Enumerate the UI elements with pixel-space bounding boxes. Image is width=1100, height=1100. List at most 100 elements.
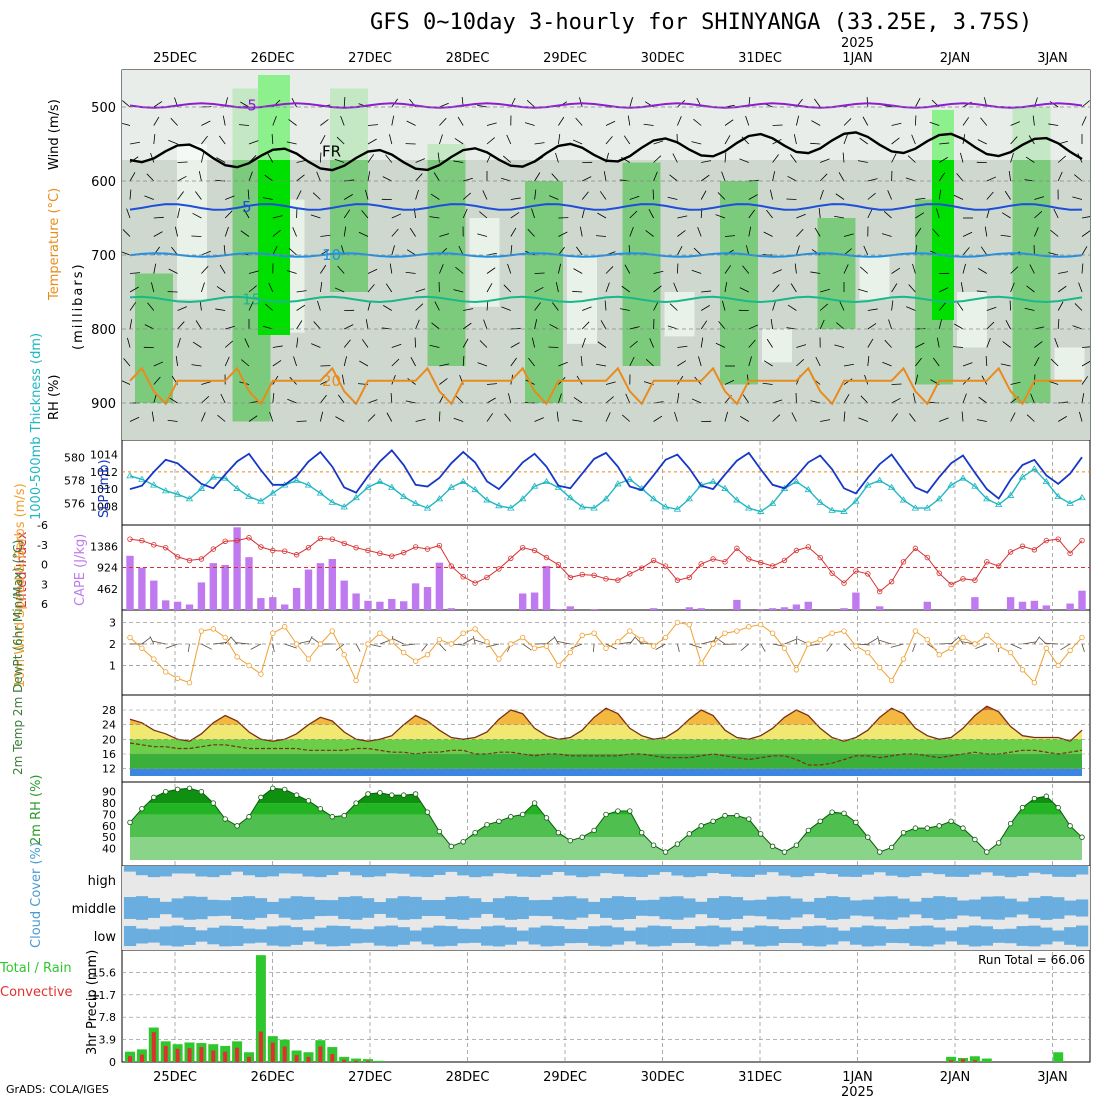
- wind-barb: [272, 245, 278, 256]
- wind-barb: [1032, 115, 1035, 126]
- lifted-index-point: [127, 536, 133, 542]
- wind-barb: [248, 415, 258, 422]
- cloud-cell: [528, 900, 541, 916]
- rh-point: [282, 786, 288, 793]
- run-total-label: Run Total = 66.06: [978, 953, 1085, 967]
- cloud-cell: [243, 896, 256, 920]
- wind-barb: [153, 134, 156, 145]
- cloud-cell: [707, 925, 720, 947]
- wind-barb-10m: [617, 641, 632, 645]
- wind-barb: [177, 306, 187, 311]
- lifted-index-point: [924, 554, 930, 561]
- cloud-cell: [290, 866, 303, 874]
- cloud-cell: [409, 896, 422, 920]
- wind-barb: [405, 271, 416, 274]
- cloud-cell: [290, 896, 303, 920]
- wind-speed-point: [282, 624, 288, 630]
- bottom-date-label: 30DEC: [641, 1070, 685, 1085]
- wind-barb-10m: [939, 643, 954, 645]
- wind-barb: [129, 319, 133, 330]
- cloud-cell: [588, 926, 601, 946]
- wind-barb: [216, 286, 226, 293]
- wind-barb: [1057, 285, 1067, 293]
- wind-barb: [168, 268, 178, 274]
- wind-barb: [225, 195, 235, 200]
- thickness-point: [614, 480, 622, 487]
- wind-barb: [810, 142, 821, 145]
- wind-barb: [1048, 252, 1059, 256]
- wind-speed-point: [865, 649, 871, 656]
- cloud-cell: [683, 898, 696, 918]
- wind-barb: [653, 155, 662, 163]
- wind-barb: [842, 152, 845, 163]
- chart-title: GFS 0~10day 3-hourly for SHINYANGA (33.2…: [370, 10, 1033, 35]
- wind-barb: [745, 115, 750, 126]
- wind-barb: [549, 323, 559, 330]
- wind-barb: [677, 215, 688, 219]
- cloud-cell: [421, 927, 434, 945]
- bottom-date-label: 3JAN: [1037, 1070, 1068, 1085]
- cloud-cell: [159, 866, 172, 877]
- wind-barb-10m: [473, 635, 476, 645]
- wind-barb: [391, 213, 402, 219]
- wind-speed-point: [793, 667, 800, 673]
- wind-speed-point: [198, 628, 205, 634]
- wind-barb: [144, 324, 154, 330]
- wind-barb: [1074, 174, 1083, 182]
- lifted-index-line: [129, 537, 1083, 593]
- wind-barb: [391, 228, 399, 237]
- wind-barb: [763, 231, 773, 237]
- wind-barb: [867, 192, 876, 200]
- wind-speed-point: [996, 643, 1002, 649]
- wind-barb: [334, 158, 345, 163]
- thickness-point: [745, 504, 753, 511]
- wind-barb: [385, 283, 393, 293]
- wind-barb: [653, 270, 664, 274]
- wind-barb: [310, 214, 321, 219]
- wind-barb: [643, 123, 654, 126]
- wind-barb: [724, 119, 734, 126]
- wind-barb: [984, 226, 988, 237]
- rh-point: [341, 812, 347, 819]
- cloud-cell: [814, 897, 827, 919]
- lifted-index-point: [829, 570, 835, 576]
- wind-barb: [534, 302, 541, 311]
- wind-barb: [296, 159, 307, 163]
- wind-barb: [215, 308, 226, 311]
- lifted-index-point: [174, 554, 181, 560]
- wind-barb: [929, 121, 940, 126]
- wind-barb: [462, 322, 472, 330]
- contour-label: 5: [242, 198, 252, 216]
- thickness-point: [590, 504, 598, 511]
- cloud-cell: [671, 928, 684, 944]
- temperature-contour-t_20: [129, 366, 1082, 406]
- wind-speed-point: [401, 649, 407, 656]
- rh-point: [841, 810, 847, 817]
- wind-barb: [1005, 319, 1011, 330]
- cape-bar: [411, 583, 420, 610]
- wind-barb: [534, 172, 541, 182]
- cloud-cell: [397, 896, 410, 920]
- cloud-cell: [362, 898, 375, 918]
- cape-bar: [792, 604, 801, 610]
- wind-barb: [986, 176, 997, 182]
- thickness-point: [983, 495, 991, 502]
- rh-band: [130, 814, 1082, 838]
- lifted-index-point: [258, 544, 264, 550]
- rh-point: [174, 786, 181, 793]
- wind-barb: [477, 104, 488, 108]
- rh-point: [555, 829, 562, 836]
- wind-barb-10m: [677, 643, 680, 652]
- wind-barb: [129, 272, 140, 274]
- cape-bar: [328, 559, 336, 610]
- cloud-cell: [147, 929, 160, 943]
- cloud-cell: [861, 866, 874, 875]
- lifted-index-point: [603, 576, 609, 582]
- wind-barb: [962, 393, 967, 404]
- rh-point: [734, 812, 740, 819]
- wind-barb: [986, 191, 994, 200]
- wind-barb: [453, 289, 464, 293]
- wind-barb: [693, 247, 702, 256]
- wind-barb: [358, 231, 369, 237]
- wind-barb: [790, 283, 797, 293]
